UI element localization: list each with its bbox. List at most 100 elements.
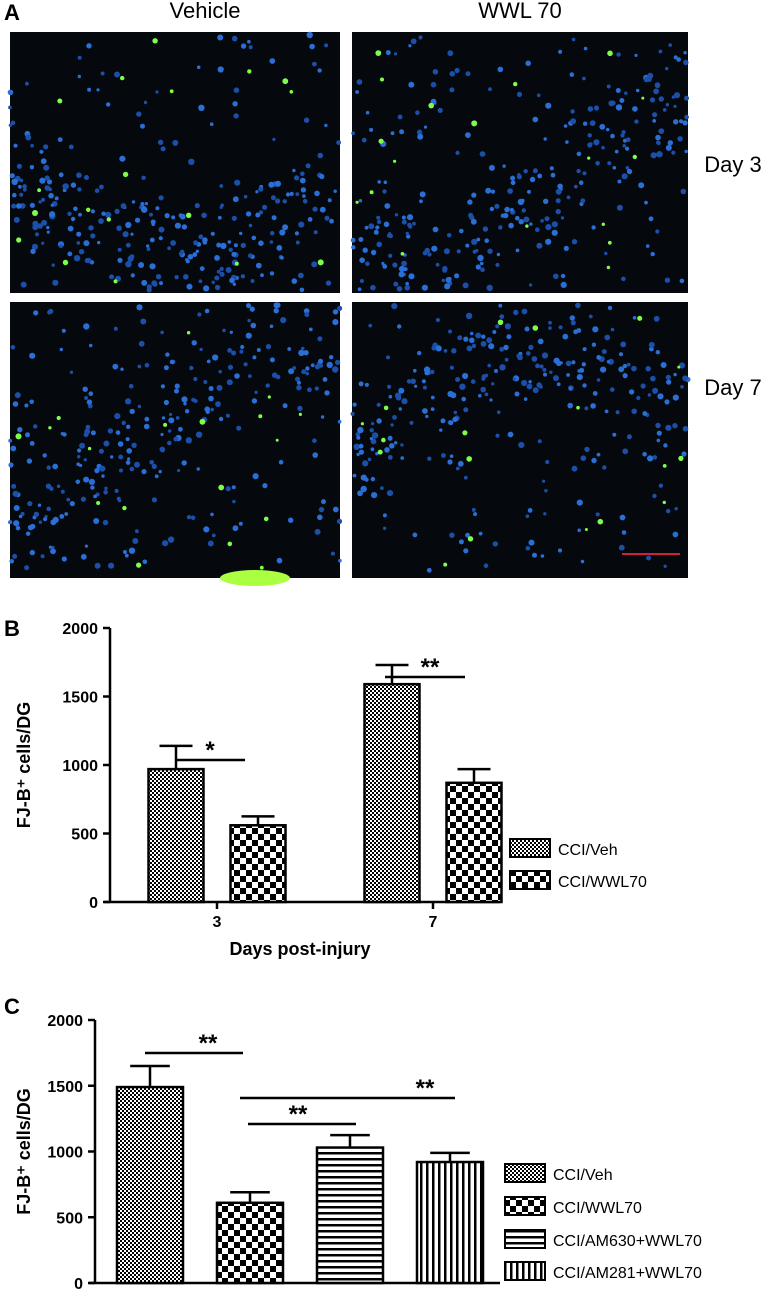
nucleus <box>480 341 487 347</box>
nucleus <box>208 386 214 391</box>
nucleus <box>584 406 589 411</box>
nucleus <box>193 240 199 246</box>
nucleus <box>610 100 616 106</box>
nucleus <box>288 368 295 375</box>
nucleus <box>160 146 166 152</box>
nucleus <box>181 396 188 403</box>
nucleus <box>569 315 575 321</box>
nucleus <box>204 308 210 314</box>
fjb-cell <box>462 430 468 436</box>
fjb-cell <box>186 331 191 335</box>
nucleus <box>116 225 122 231</box>
nucleus <box>423 366 431 373</box>
fjb-cell <box>576 405 580 410</box>
nucleus <box>181 460 187 466</box>
fjb-cell <box>106 217 112 222</box>
nucleus <box>606 84 611 89</box>
nucleus <box>566 373 570 377</box>
nucleus <box>326 361 333 369</box>
nucleus <box>566 195 571 200</box>
nucleus <box>146 247 151 252</box>
nucleus <box>383 180 388 185</box>
nucleus <box>610 387 615 392</box>
fjb-cell <box>597 518 604 525</box>
fjb-cell <box>122 171 129 178</box>
fjb-cell <box>677 365 681 369</box>
nucleus <box>202 237 208 243</box>
nucleus <box>510 175 516 181</box>
panel-label: B <box>4 616 20 641</box>
nucleus <box>298 349 305 357</box>
nucleus <box>218 416 224 422</box>
fjb-cell <box>87 446 92 451</box>
nucleus <box>333 189 337 193</box>
nucleus <box>575 302 581 309</box>
nucleus <box>356 452 360 457</box>
nucleus <box>104 486 108 490</box>
nucleus <box>260 273 264 278</box>
nucleus <box>140 202 145 206</box>
nucleus <box>46 465 51 470</box>
nucleus <box>365 110 370 115</box>
nucleus <box>457 460 464 467</box>
nucleus <box>125 242 131 248</box>
nucleus <box>66 497 71 502</box>
nucleus <box>201 212 207 219</box>
nucleus <box>383 221 390 228</box>
nucleus <box>278 459 284 465</box>
nucleus <box>543 372 547 377</box>
nucleus <box>56 484 61 489</box>
nucleus <box>388 394 393 399</box>
nucleus <box>269 271 275 276</box>
nucleus <box>306 31 313 39</box>
panel-label: C <box>4 994 20 1019</box>
nucleus <box>524 326 530 332</box>
nucleus <box>126 424 131 429</box>
nucleus <box>382 264 388 269</box>
fjb-cell <box>199 418 206 425</box>
nucleus <box>427 456 432 461</box>
nucleus <box>160 384 165 389</box>
nucleus <box>582 383 587 388</box>
nucleus <box>232 282 236 286</box>
nucleus <box>430 369 435 375</box>
nucleus <box>595 161 600 166</box>
nucleus <box>217 66 224 73</box>
nucleus <box>332 366 339 373</box>
fjb-cell <box>607 50 613 57</box>
nucleus <box>245 332 252 339</box>
nucleus <box>307 387 312 391</box>
nucleus <box>24 565 30 571</box>
nucleus <box>141 469 147 475</box>
nucleus <box>62 183 69 190</box>
nucleus <box>362 247 368 253</box>
nucleus <box>359 279 364 283</box>
nucleus <box>324 43 329 48</box>
column-header: Vehicle <box>170 0 241 23</box>
nucleus <box>455 150 460 155</box>
nucleus <box>76 172 82 178</box>
nucleus <box>158 236 163 241</box>
x-axis-label: Days post-injury <box>229 939 370 959</box>
nucleus <box>536 382 542 388</box>
nucleus <box>507 431 514 438</box>
nucleus <box>576 499 583 506</box>
nucleus <box>655 422 661 429</box>
nucleus <box>287 347 292 351</box>
nucleus <box>219 271 225 277</box>
row-header: Day 7 <box>704 375 761 400</box>
nucleus <box>77 187 82 192</box>
nucleus <box>543 198 549 204</box>
nucleus <box>69 370 74 374</box>
nucleus <box>479 261 484 266</box>
nucleus <box>422 408 428 414</box>
nucleus <box>40 554 45 559</box>
nucleus <box>481 374 487 379</box>
nucleus <box>35 232 39 237</box>
nucleus <box>203 526 210 533</box>
nucleus <box>462 372 469 380</box>
nucleus <box>86 399 93 405</box>
nucleus <box>621 530 627 535</box>
nucleus <box>114 208 120 214</box>
nucleus <box>405 231 409 236</box>
